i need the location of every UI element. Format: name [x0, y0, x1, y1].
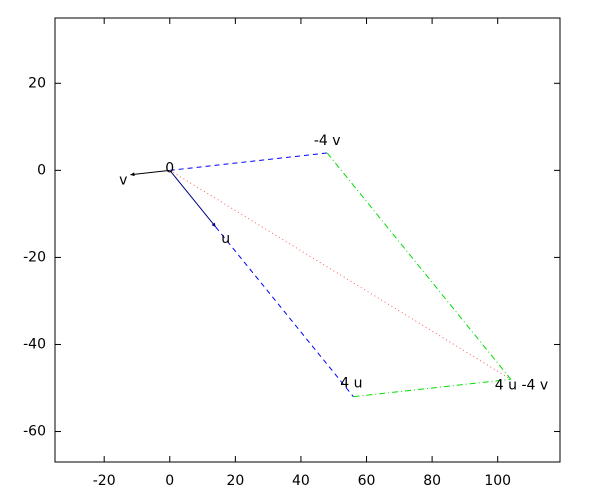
vector	[169, 152, 328, 171]
y-tick-label: 20	[28, 75, 46, 91]
vector	[169, 170, 217, 228]
x-tick-label: 100	[484, 473, 511, 489]
point-label: 0	[165, 160, 174, 176]
x-tick-label: 0	[165, 473, 174, 489]
point-label: -4 v	[314, 133, 341, 149]
x-tick-label: -20	[93, 473, 116, 489]
x-tick-label: 60	[358, 473, 376, 489]
x-tick-label: 80	[423, 473, 441, 489]
x-tick-label: 20	[226, 473, 244, 489]
y-tick-label: -40	[23, 336, 46, 352]
vector	[169, 169, 512, 380]
point-label: 4 u	[340, 376, 362, 392]
vector	[215, 226, 354, 398]
point-label: 4 u -4 v	[495, 377, 548, 393]
y-tick-label: -60	[23, 424, 46, 440]
vector	[326, 152, 512, 380]
y-tick-label: 0	[37, 162, 46, 178]
vector	[130, 169, 170, 177]
y-tick-label: -20	[23, 249, 46, 265]
point-label: v	[119, 173, 127, 189]
plot-frame	[54, 17, 561, 463]
point-label: u	[221, 231, 230, 247]
vector	[353, 378, 511, 398]
x-tick-label: 40	[292, 473, 310, 489]
